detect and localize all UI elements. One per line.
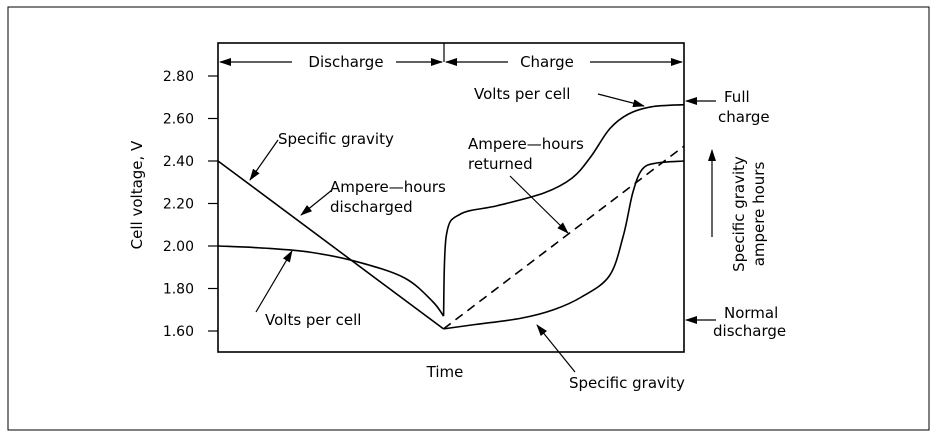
secondary-axis-label-line2: ampere hours [750,162,768,267]
ampere-hours-returned-line2: returned [468,155,533,173]
x-axis-label: Time [426,363,464,381]
discharge-phase-label: Discharge [308,53,383,71]
specific-gravity-left-pointer [249,139,279,181]
ampere-hours-discharged-line2: discharged [330,198,413,216]
outer-frame [7,6,930,431]
series-line-3 [443,145,685,330]
full-charge-label-line1: Full [724,88,750,106]
series-line-1 [217,160,445,330]
full-charge-label-line2: charge [718,108,770,126]
volts-per-cell-top-pointer [597,93,645,108]
y-tick-label: 1.60 [163,324,194,340]
volts-per-cell-bottom-pointer [255,250,293,313]
normal-discharge-line2: discharge [713,322,786,340]
specific-gravity-bottom-label: Specific gravity [569,374,685,392]
y-tick-label: 2.40 [163,154,194,170]
secondary-axis-label-line1: Specific gravity [730,156,748,272]
series-layer [217,103,685,330]
specific-gravity-bottom-pointer [536,324,576,373]
series-line-0 [217,245,445,317]
ampere-hours-discharged-line1: Ampere—hours [330,178,446,196]
plot-frame [217,42,685,353]
ampere-hours-discharged-pointer [300,189,333,216]
series-line-2 [442,103,685,317]
volts-per-cell-top-label: Volts per cell [474,85,570,103]
y-axis-ticks: 1.60 1.80 2.00 2.20 2.40 2.60 2.80 [163,69,218,340]
y-tick-label: 2.80 [163,69,194,85]
ampere-hours-returned-line1: Ampere—hours [468,135,584,153]
y-tick-label: 2.60 [163,112,194,128]
series-line-4 [443,160,685,330]
specific-gravity-left-label: Specific gravity [278,130,394,148]
y-tick-label: 2.00 [163,239,194,255]
charge-phase-label: Charge [520,53,574,71]
volts-per-cell-bottom-label: Volts per cell [265,311,361,329]
y-axis-label: Cell voltage, V [128,140,146,249]
y-tick-label: 1.80 [163,282,194,298]
normal-discharge-line1: Normal [724,304,778,322]
y-tick-label: 2.20 [163,197,194,213]
ampere-hours-returned-pointer [509,175,569,234]
